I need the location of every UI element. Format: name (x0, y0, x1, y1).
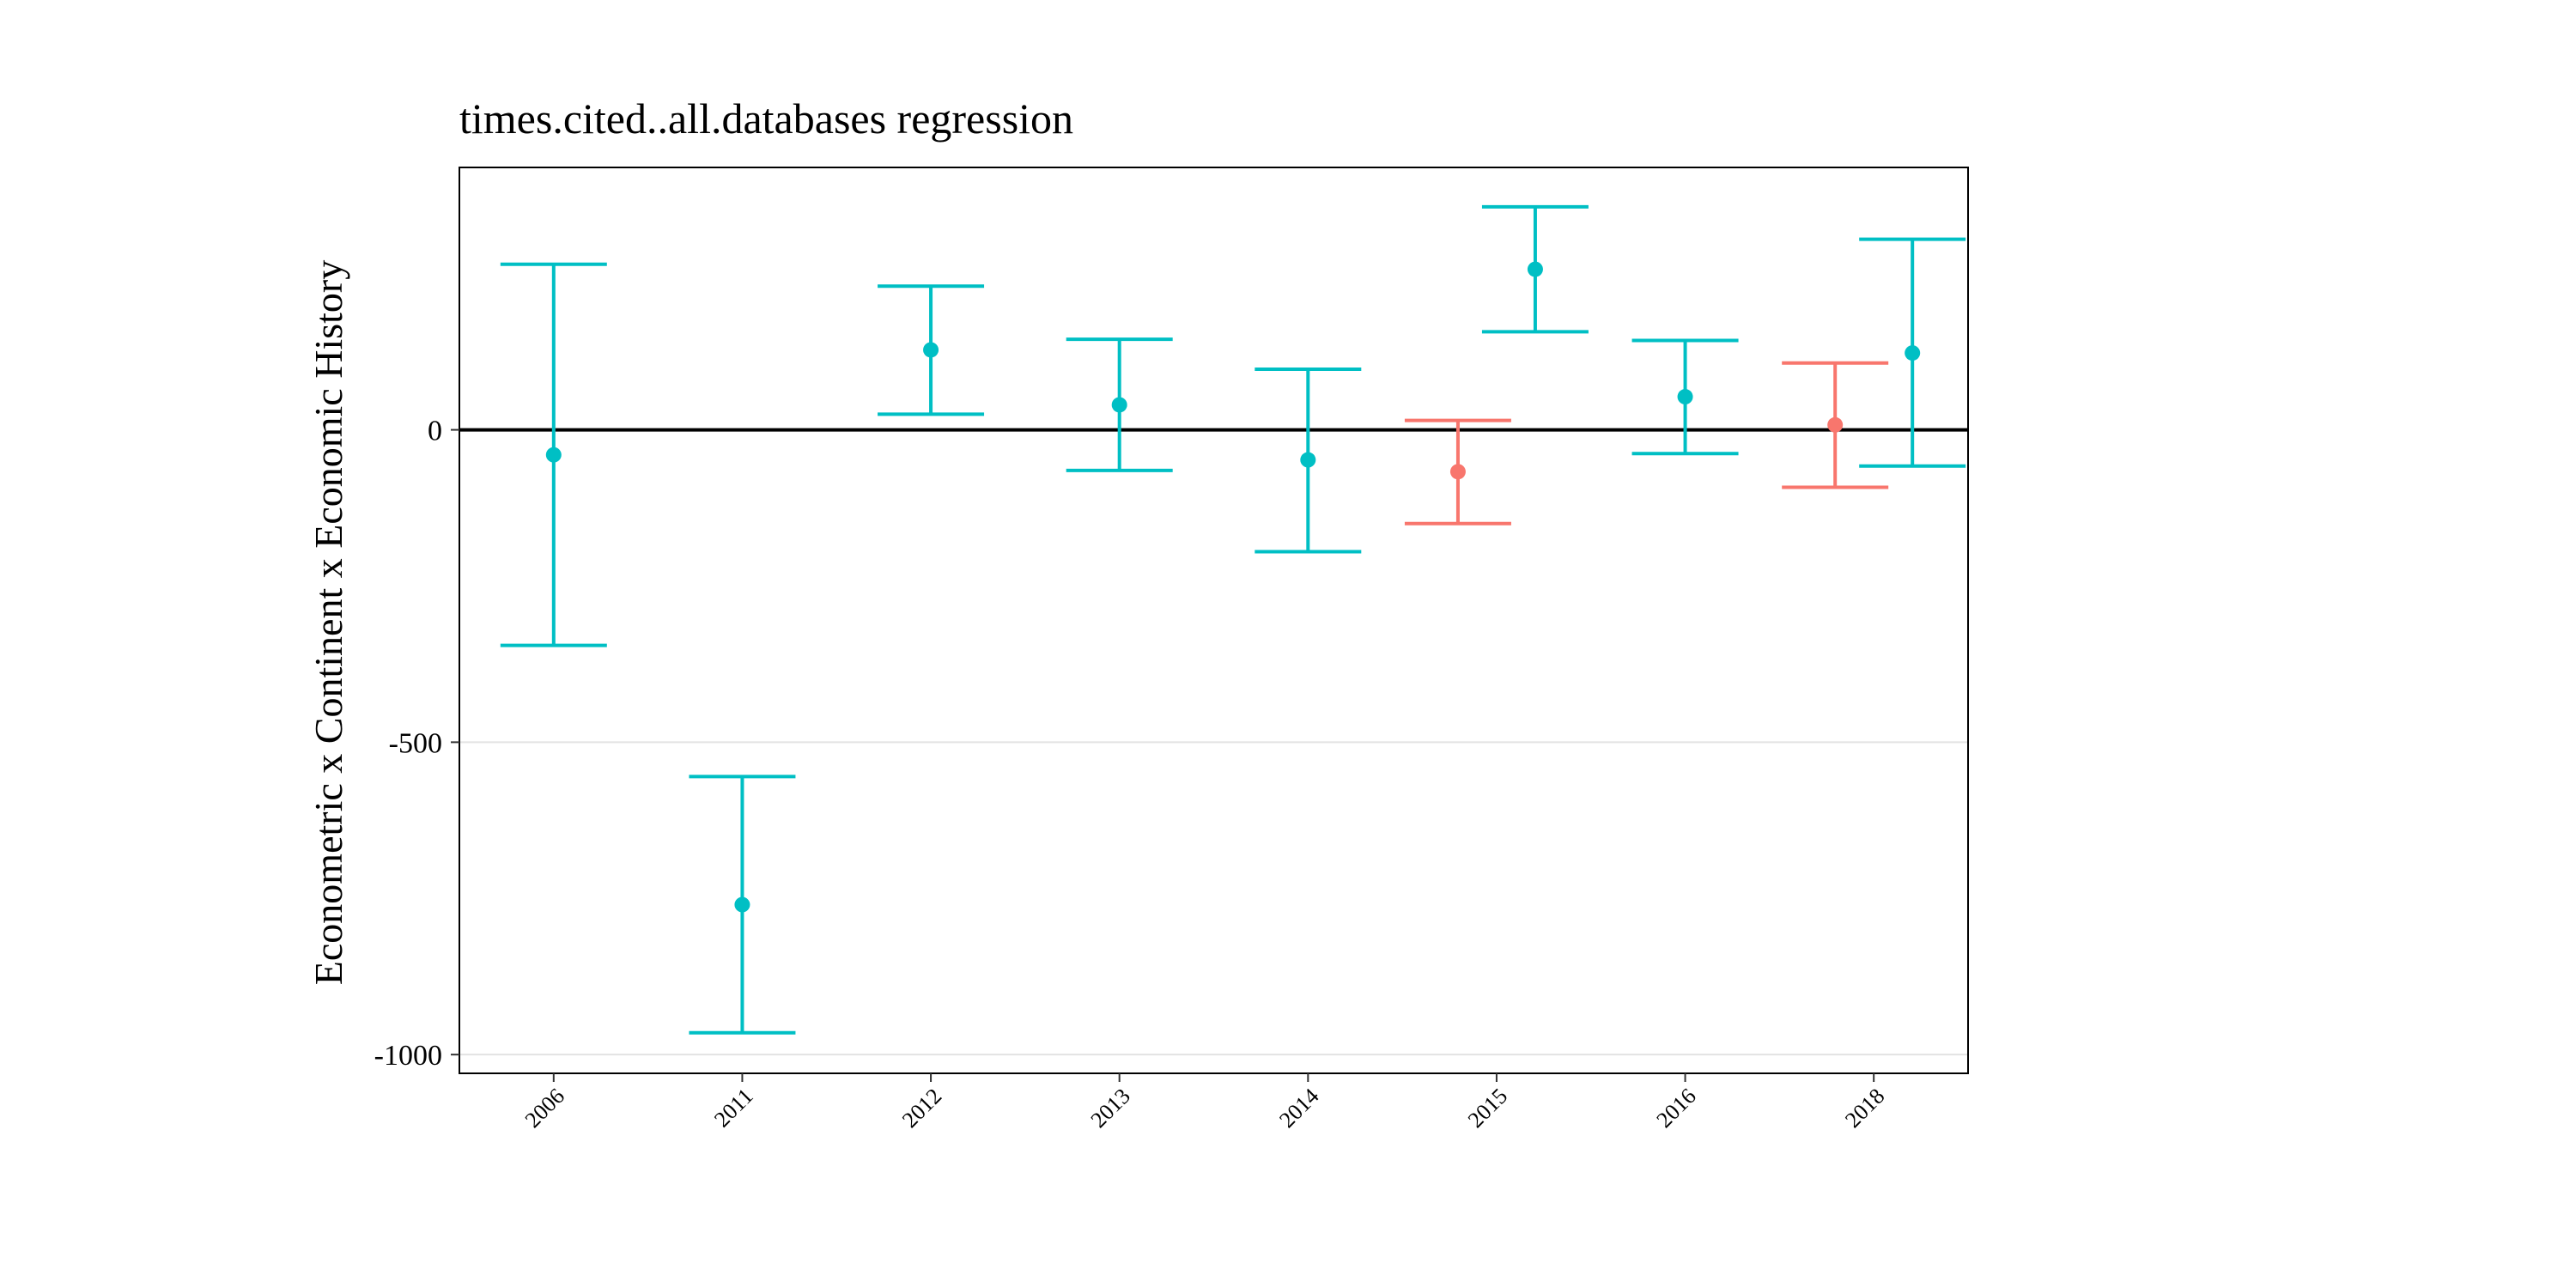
y-tick-label: -1000 (374, 1040, 442, 1072)
error-bar-2015-teal (1481, 204, 1589, 334)
x-tick-label: 2013 (1086, 1084, 1135, 1133)
y-axis-ticks: 0 -500 -1000 (374, 416, 459, 1072)
y-tick-label: -500 (389, 727, 442, 759)
estimate-point (734, 896, 750, 913)
error-bar-2018-salmon (1782, 361, 1889, 489)
estimate-point (923, 342, 939, 358)
error-bar-2006-teal (500, 262, 607, 647)
error-bar-2015-salmon (1404, 418, 1511, 526)
y-tick-label: 0 (428, 416, 442, 447)
x-tick-label: 2012 (897, 1084, 946, 1133)
error-bar-2011-teal (689, 775, 796, 1035)
x-tick-label: 2011 (709, 1084, 758, 1133)
estimate-point (545, 447, 562, 463)
error-bar-2016-teal (1631, 338, 1739, 456)
error-bar-2018-teal (1859, 237, 1966, 468)
x-tick-label: 2006 (520, 1084, 569, 1133)
x-tick-label: 2014 (1274, 1084, 1323, 1133)
estimate-point (1905, 345, 1921, 361)
chart-title: times.cited..all.databases regression (459, 94, 1073, 143)
error-bar-2014-teal (1255, 368, 1362, 554)
x-tick-label: 2018 (1840, 1084, 1889, 1133)
estimate-point (1111, 397, 1127, 413)
x-tick-label: 2015 (1463, 1084, 1512, 1133)
estimate-point (1527, 261, 1543, 277)
grid-lines (459, 741, 1968, 1056)
estimate-point (1449, 464, 1466, 480)
error-bar-2012-teal (878, 284, 985, 416)
plot-panel-border (459, 167, 1969, 1074)
estimate-point (1677, 389, 1693, 405)
y-axis-label: Econometric x Continent x Economic Histo… (307, 260, 350, 985)
error-bars (500, 204, 1966, 1035)
estimate-point (1827, 416, 1844, 433)
x-tick-label: 2016 (1652, 1084, 1701, 1133)
x-axis-ticks: 2006 2011 2012 2013 2014 2015 2016 2018 (520, 1073, 1889, 1133)
estimate-point (1300, 452, 1316, 468)
error-bar-2013-teal (1066, 337, 1173, 472)
